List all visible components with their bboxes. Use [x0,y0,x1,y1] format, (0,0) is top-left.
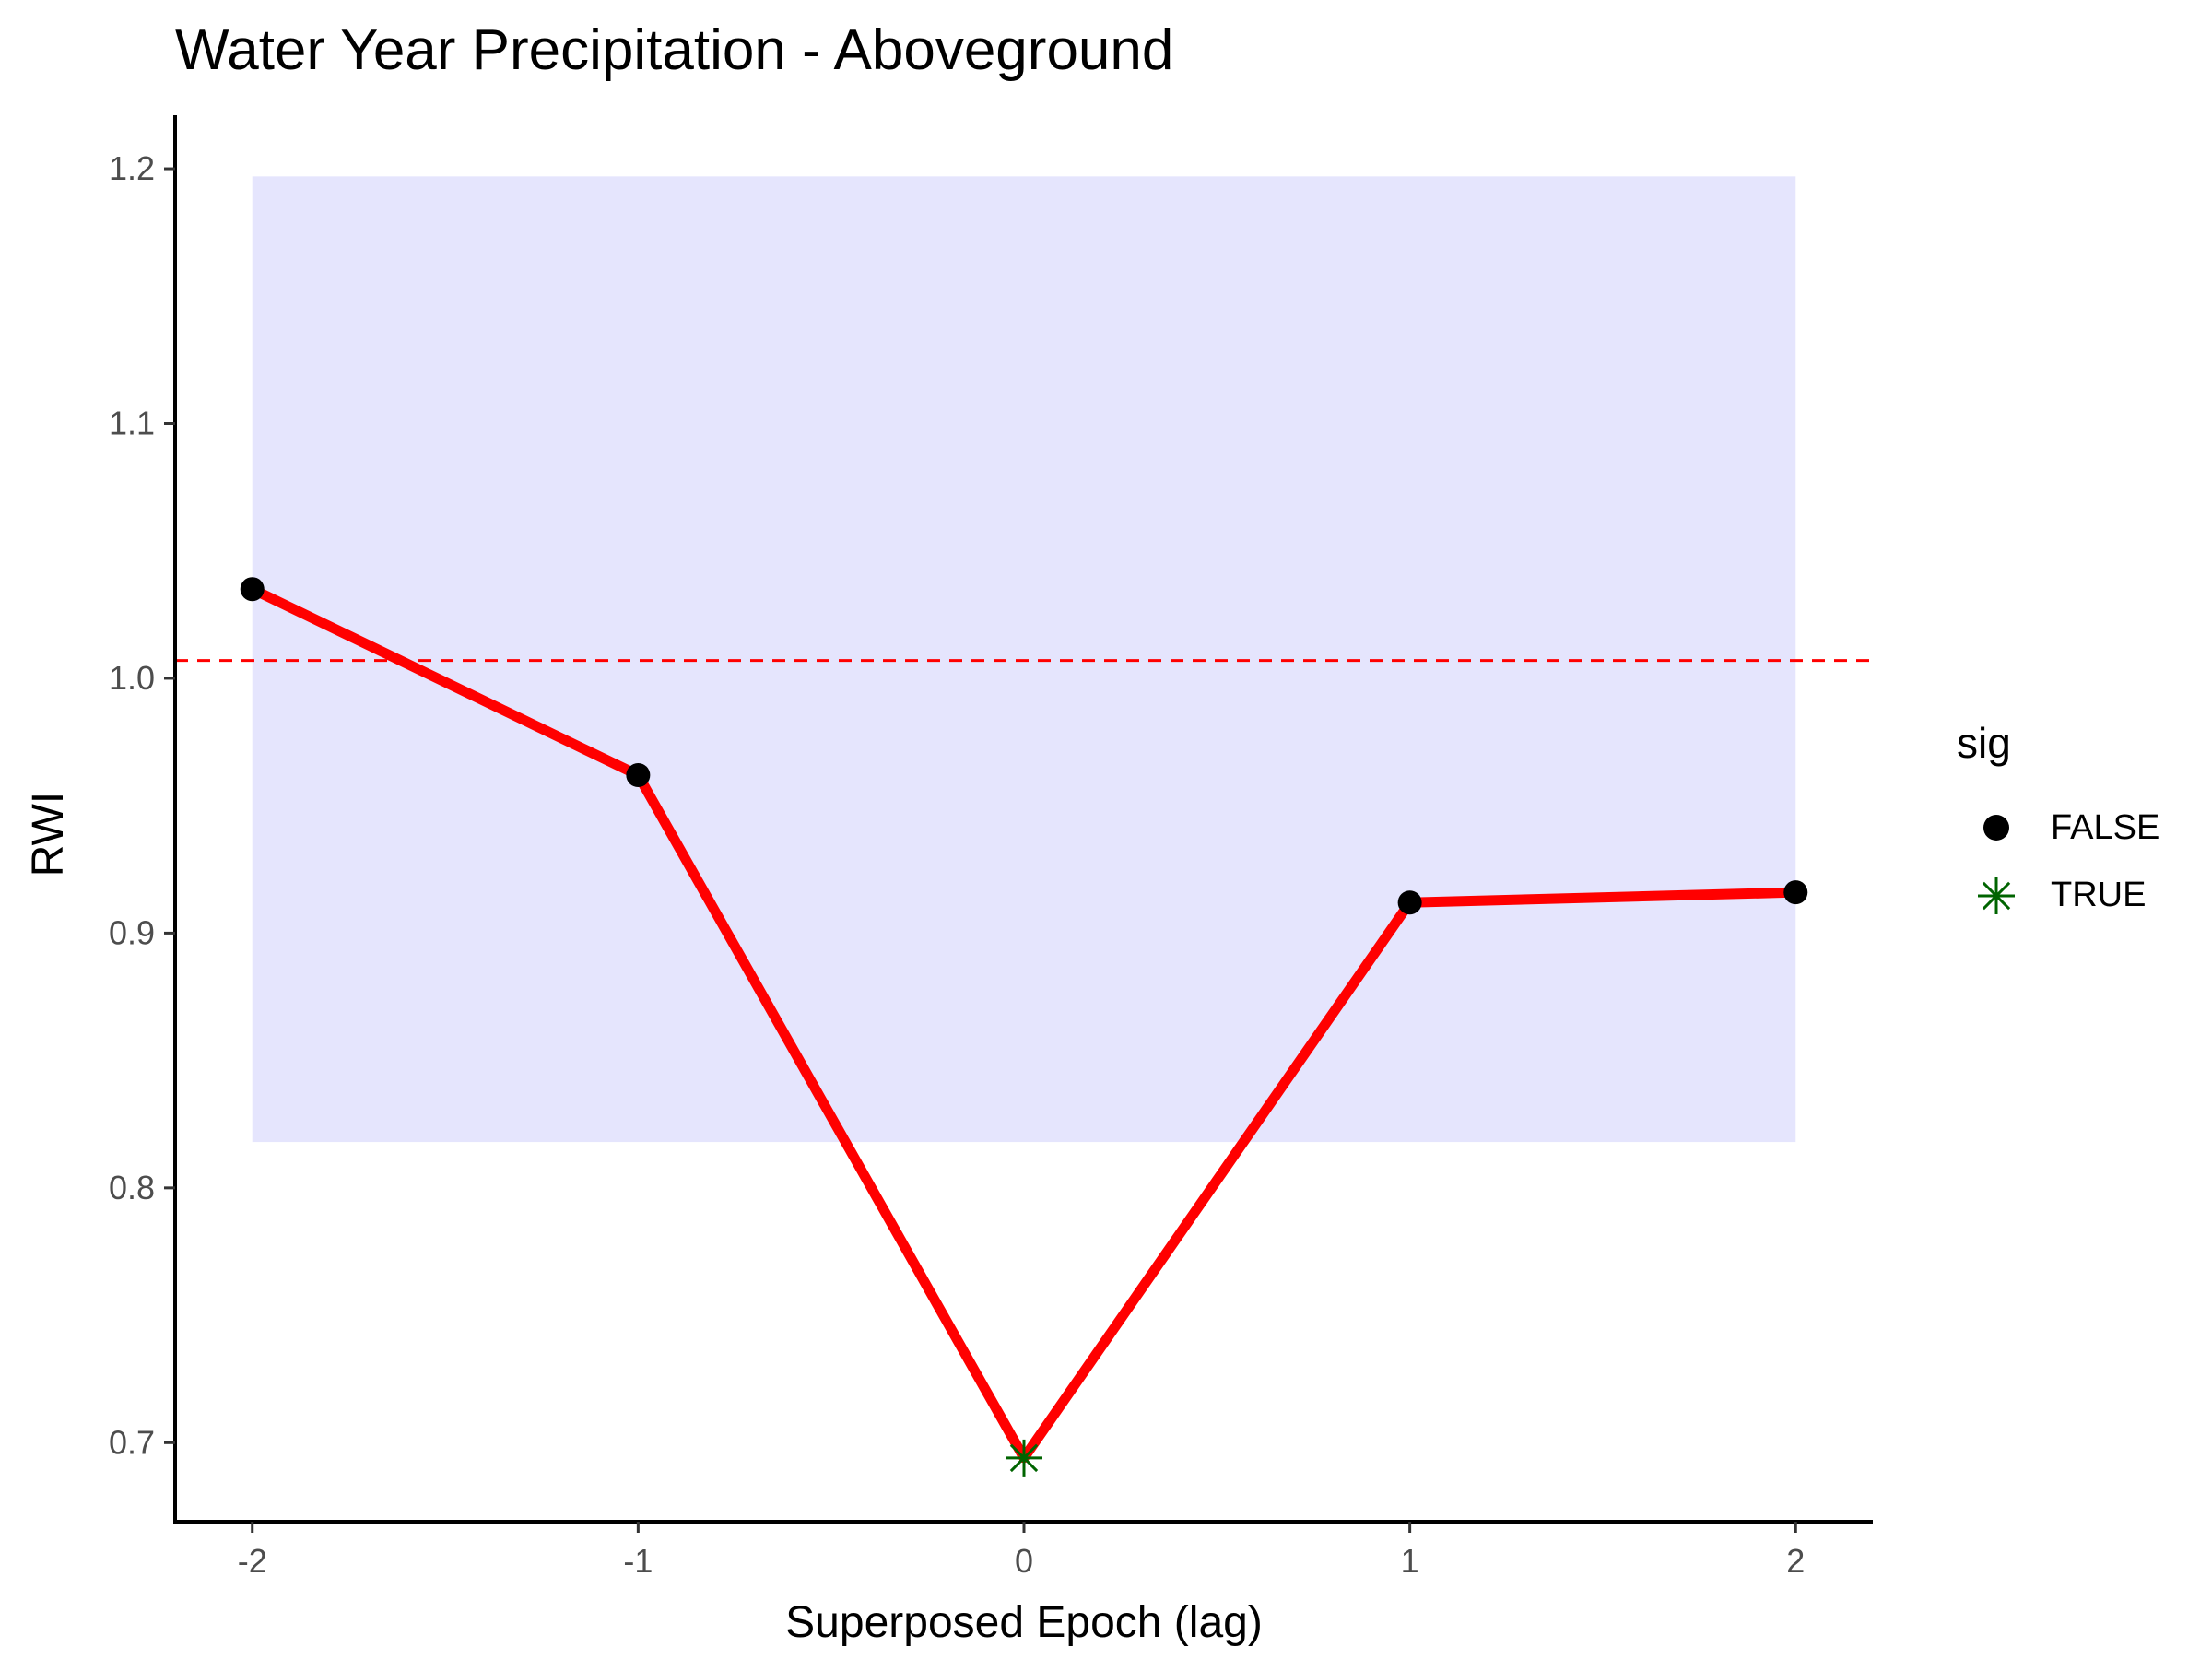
chart-title: Water Year Precipitation - Aboveground [175,18,1173,82]
x-axis-title: Superposed Epoch (lag) [785,1598,1263,1647]
y-axis-ticks: 0.7 0.8 0.9 1.0 1.1 1.2 [109,149,175,1461]
asterisk-stroke [1009,1443,1039,1473]
y-tick-label: 1.2 [109,149,155,187]
asterisk-stroke [1982,881,2011,911]
x-tick-label: 1 [1401,1542,1419,1580]
y-tick-label: 1.1 [109,405,155,442]
y-tick-label: 0.9 [109,913,155,951]
data-point-false [1397,890,1422,915]
y-tick-label: 0.8 [109,1169,155,1206]
legend-key-true [1978,877,2015,914]
x-tick-label: 2 [1786,1542,1805,1580]
legend: sig FALSE TRUE [1957,719,2159,914]
x-tick-label: -2 [238,1542,267,1580]
legend-label-false: FALSE [2051,808,2159,847]
legend-label-true: TRUE [2051,876,2146,914]
legend-key-false [1983,815,2009,841]
data-point-false [626,763,651,788]
x-tick-label: -1 [623,1542,653,1580]
y-tick-label: 0.7 [109,1423,155,1461]
legend-title: sig [1957,719,2011,767]
data-point-true [1006,1439,1042,1477]
legend-keys [1978,815,2015,914]
x-axis-ticks: -2 -1 0 1 2 [238,1522,1805,1580]
data-point-layer [240,577,1808,1477]
data-point-false [240,577,265,602]
y-axis-title: RWI [24,792,73,877]
data-point-false [1783,880,1808,905]
x-tick-label: 0 [1015,1542,1033,1580]
y-tick-label: 1.0 [109,659,155,697]
